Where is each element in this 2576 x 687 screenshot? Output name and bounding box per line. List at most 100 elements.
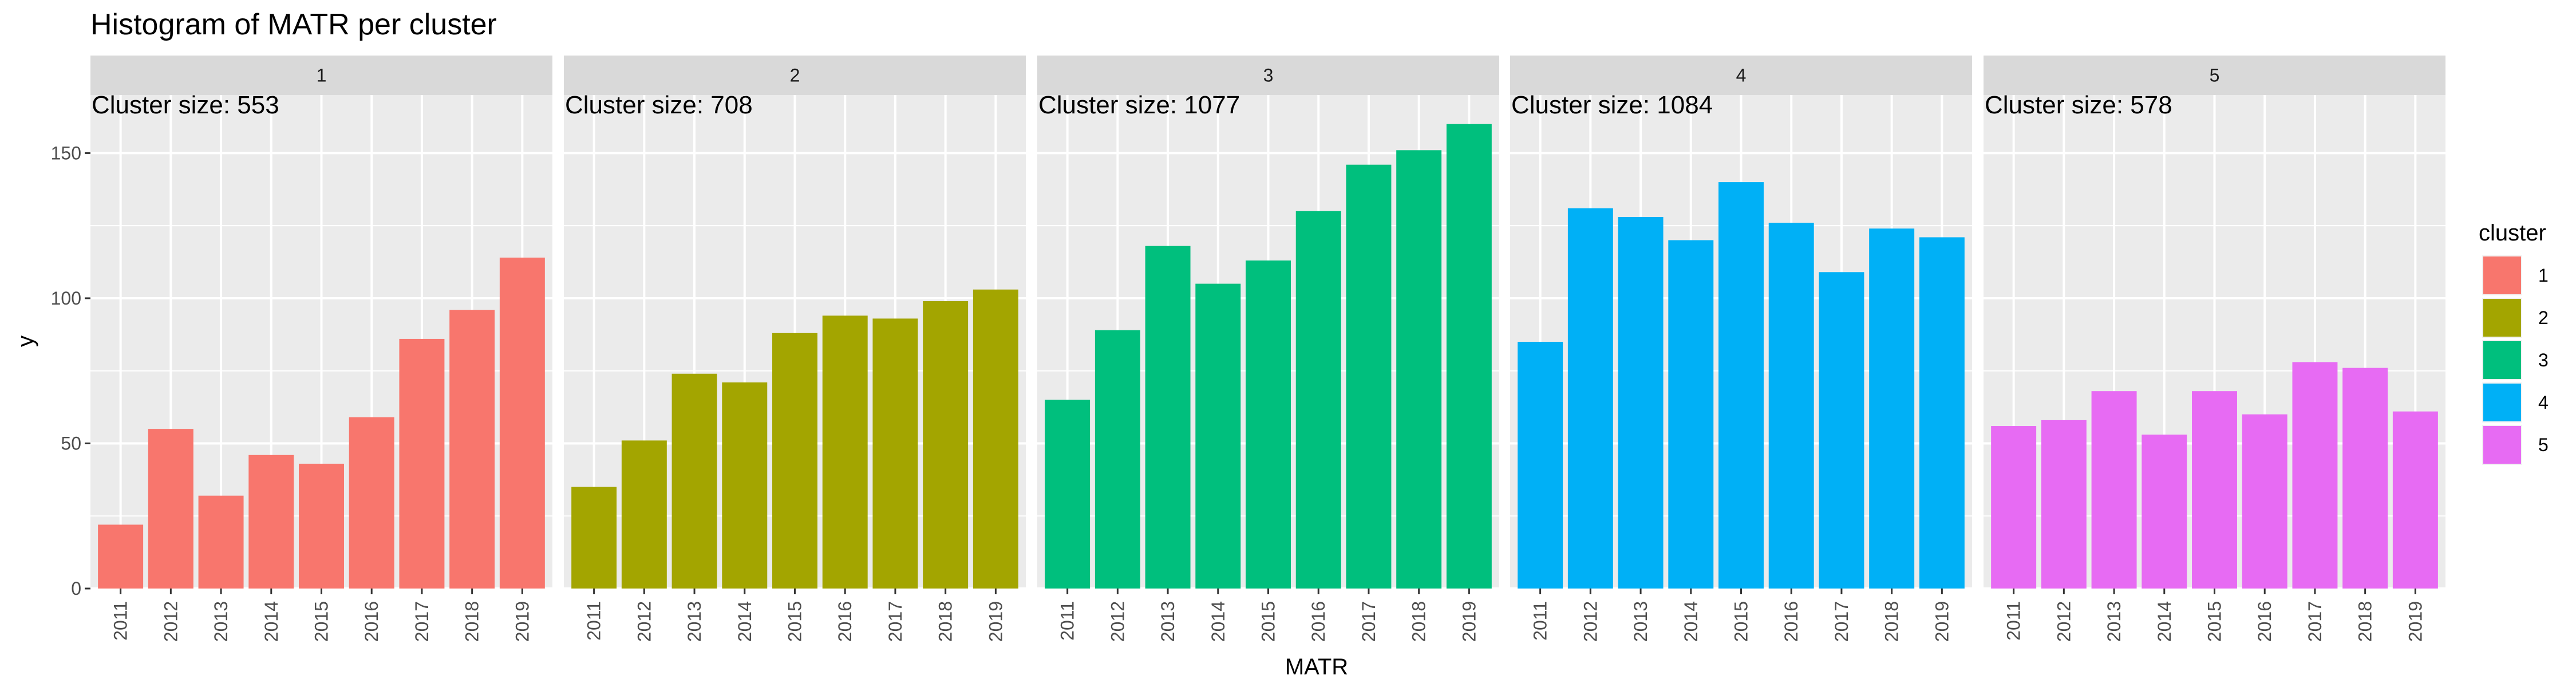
cluster-size-annotation: Cluster size: 553 [92, 91, 279, 119]
legend-label: 5 [2538, 435, 2549, 455]
x-tick-label: 2014 [2154, 601, 2175, 642]
legend-label: 3 [2538, 350, 2549, 370]
bar [2041, 420, 2087, 589]
bar [1919, 237, 1965, 589]
bar [1518, 342, 1563, 589]
facet-panel: 3 Cluster size: 1077 2011 2012 2013 2014 2015 2… [1037, 56, 1499, 642]
facet-strip [90, 56, 552, 95]
x-tick-label: 2018 [462, 601, 483, 642]
x-tick-label: 2019 [512, 601, 532, 642]
x-tick-label: 2018 [1409, 601, 1429, 642]
bar [1346, 164, 1392, 589]
bar [1768, 223, 1814, 589]
bar [1718, 182, 1764, 589]
bar [148, 429, 193, 589]
bar [2142, 435, 2187, 589]
x-tick-label: 2011 [1057, 601, 1078, 641]
bar [1991, 426, 2037, 589]
x-tick-label: 2019 [2405, 601, 2425, 642]
x-tick-label: 2016 [2254, 601, 2275, 642]
facet-panel: 4 Cluster size: 1084 2011 2012 2013 2014 2015 2… [1510, 56, 1972, 642]
bar [1567, 208, 1613, 589]
x-tick-label: 2015 [1258, 601, 1279, 642]
bar [722, 382, 768, 589]
bar [1446, 124, 1492, 589]
facet-strip [1984, 56, 2445, 95]
cluster-size-annotation: Cluster size: 1084 [1511, 91, 1713, 119]
facet-strip-label: 4 [1736, 65, 1747, 86]
x-tick-label: 2019 [1931, 601, 1952, 642]
chart-title: Histogram of MATR per cluster [90, 8, 497, 41]
bar [1145, 246, 1191, 589]
x-tick-label: 2013 [684, 601, 705, 642]
x-tick-label: 2012 [1107, 601, 1128, 642]
legend-swatch [2483, 256, 2521, 294]
bar [2192, 391, 2237, 589]
x-tick-label: 2014 [1208, 601, 1228, 642]
facet-strip-label: 5 [2210, 65, 2220, 86]
bar [2392, 411, 2438, 589]
x-tick-label: 2019 [1459, 601, 1479, 642]
bar [299, 463, 344, 589]
bar [449, 310, 495, 589]
x-tick-label: 2015 [2204, 601, 2225, 642]
bar [2292, 362, 2338, 589]
bar [1295, 211, 1341, 589]
x-tick-label: 2012 [1580, 601, 1601, 642]
x-tick-label: 2017 [1831, 601, 1852, 642]
legend-swatch [2483, 341, 2521, 379]
y-tick-label: 0 [71, 578, 81, 599]
x-axis-title: MATR [1285, 654, 1348, 680]
legend: cluster 1 2 3 4 5 [2479, 220, 2549, 465]
legend-swatch [2483, 426, 2521, 464]
bar [1396, 150, 1442, 589]
facet-strip [1510, 56, 1972, 95]
bar [1246, 260, 1291, 589]
facet-panel: 5 Cluster size: 578 2011 2012 2013 2014 2015 20… [1984, 56, 2445, 642]
facet-panel: 2 Cluster size: 708 2011 2012 2013 2014 2015 20… [564, 56, 1026, 642]
cluster-size-annotation: Cluster size: 1077 [1038, 91, 1240, 119]
y-tick-label: 150 [51, 143, 81, 163]
bar [1095, 330, 1140, 589]
x-tick-label: 2012 [2053, 601, 2074, 642]
bar [1195, 283, 1241, 589]
facet-strip-label: 3 [1263, 65, 1274, 86]
y-axis-title: y [13, 335, 38, 347]
x-tick-label: 2018 [935, 601, 956, 642]
x-tick-label: 2018 [1882, 601, 1902, 642]
legend-label: 1 [2538, 265, 2549, 286]
legend-swatch [2483, 299, 2521, 337]
bar [2091, 391, 2137, 589]
bar [2342, 368, 2388, 589]
x-tick-label: 2012 [160, 601, 181, 642]
x-tick-label: 2013 [1630, 601, 1651, 642]
x-tick-label: 2011 [1530, 601, 1551, 641]
bar [973, 289, 1018, 589]
x-tick-label: 2018 [2355, 601, 2376, 642]
facet-strip-label: 1 [317, 65, 327, 86]
x-tick-label: 2017 [412, 601, 432, 642]
bar [621, 440, 667, 589]
bar [1869, 228, 1915, 589]
facet-strip [564, 56, 1026, 95]
cluster-size-annotation: Cluster size: 578 [1985, 91, 2172, 119]
bar [248, 455, 294, 589]
bar [1819, 272, 1864, 589]
bar [772, 333, 817, 589]
facet-panels: 1 Cluster size: 553 2011 2012 2013 2014 2015 20… [90, 56, 2445, 642]
x-tick-label: 2015 [311, 601, 332, 642]
bar [499, 257, 545, 589]
x-tick-label: 2017 [2305, 601, 2325, 642]
y-axis: 0 50 100 150 [51, 143, 90, 599]
x-tick-label: 2016 [835, 601, 855, 642]
x-tick-label: 2017 [1358, 601, 1379, 642]
x-tick-label: 2011 [2004, 601, 2024, 641]
x-tick-label: 2017 [885, 601, 906, 642]
bar [349, 417, 394, 589]
bar [571, 487, 617, 589]
bar [198, 495, 244, 589]
x-tick-label: 2011 [584, 601, 605, 641]
bar [671, 373, 717, 589]
legend-swatch [2483, 384, 2521, 421]
